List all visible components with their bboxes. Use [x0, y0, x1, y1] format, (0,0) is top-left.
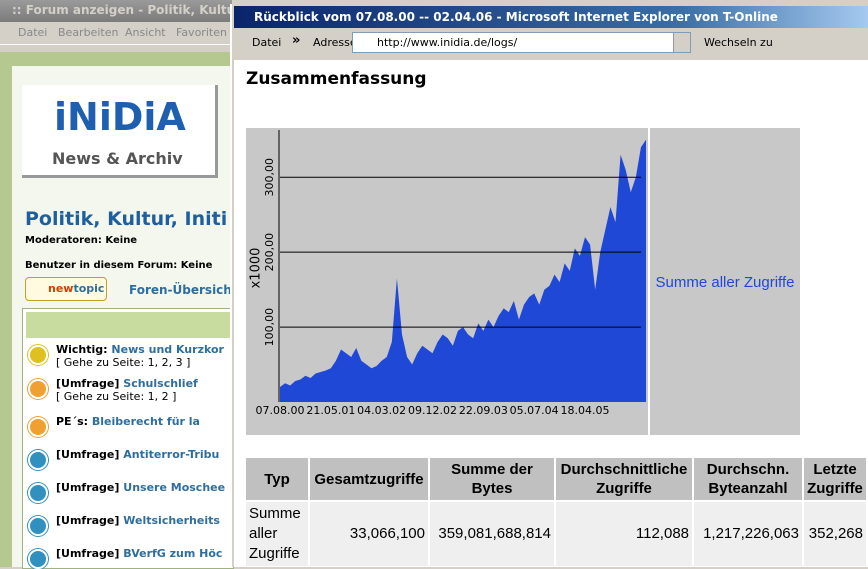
back-window: :: Forum anzeigen - Politik, Kultur, In … [0, 0, 234, 569]
topic-icon [28, 345, 48, 365]
dropdown[interactable] [673, 33, 690, 52]
header-cell: Gesamtzugriffe [310, 458, 428, 500]
header-row: Typ Gesamtzugriffe Summe der Bytes Durch… [246, 458, 866, 500]
topic-icon [28, 483, 48, 503]
menu-bar: Datei » [238, 31, 300, 55]
heading: Zusammenfassung [246, 69, 427, 89]
topic-prefix: [Umfrage] [56, 547, 120, 560]
x-tick-label: 21.05.01 [306, 404, 355, 417]
x-tick-label: 22.09.03 [459, 404, 508, 417]
y-axis-title: x1000 [249, 248, 264, 289]
topic-title[interactable]: Schulschlief [123, 377, 198, 390]
go-button[interactable]: Wechseln zu [704, 36, 773, 49]
topic-list [22, 308, 234, 569]
topic-prefix: Wichtig: [56, 343, 108, 356]
menu-item[interactable]: Datei [18, 26, 48, 39]
topic-pages[interactable]: [ Gehe zu Seite: 1, 2 ] [56, 390, 177, 403]
logo-box: iNiDiA News & Archiv [22, 85, 218, 178]
users: Benutzer in diesem Forum: Keine [25, 260, 213, 271]
topic-prefix: [Umfrage] [56, 514, 120, 527]
x-tick-label: 18.04.05 [561, 404, 610, 417]
list-header [26, 312, 233, 338]
address-box[interactable]: http://www.inidia.de/logs/ [352, 32, 691, 53]
topic-title[interactable]: Antiterror-Tribu [123, 448, 220, 461]
x-tick-label: 09.12.02 [408, 404, 457, 417]
topic: [Umfrage] Schulschlief [56, 377, 198, 390]
menu-bar: Datei Bearbeiten Ansicht Favoriten [0, 22, 232, 45]
cell: 1,217,226,063 [694, 502, 802, 566]
topic: [Umfrage] Antiterror-Tribu [56, 448, 219, 461]
y-tick-label: 300,00 [263, 158, 276, 197]
topic-icon [28, 379, 48, 399]
overview-link[interactable]: Foren-Übersich [129, 283, 232, 297]
y-tick-label: 100,00 [263, 308, 276, 347]
header-cell: Letzte Zugriffe [804, 458, 866, 500]
data-row: Summe aller Zugriffe 33,066,100 359,081,… [246, 502, 866, 566]
topic: Wichtig: News und Kurzkor [56, 343, 224, 356]
topic: PE´s: Bleiberecht für la [56, 415, 200, 428]
header-cell: Typ [246, 458, 308, 500]
topic: [Umfrage] Weltsicherheits [56, 514, 220, 527]
button-text: topic [73, 282, 105, 295]
new-topic-button[interactable]: newtopic [25, 277, 107, 301]
header-cell: Durchschnittliche Zugriffe [556, 458, 692, 500]
x-tick-label: 05.07.04 [510, 404, 559, 417]
cell: Summe aller Zugriffe [246, 502, 308, 566]
header-cell: Summe der Bytes [430, 458, 554, 500]
topic-prefix: [Umfrage] [56, 481, 120, 494]
menu-item[interactable]: Favoriten [176, 26, 227, 39]
cell: 112,088 [556, 502, 692, 566]
y-tick-label: 200,00 [263, 233, 276, 272]
cell: 352,268 [804, 502, 866, 566]
cell: 33,066,100 [310, 502, 428, 566]
topic: [Umfrage] BVerfG zum Höc [56, 547, 222, 560]
cell: 359,081,688,814 [430, 502, 554, 566]
chevron[interactable]: » [292, 33, 301, 48]
x-tick-label: 07.08.00 [256, 404, 305, 417]
x-tick-label: 04.03.02 [357, 404, 406, 417]
logo-subtitle: News & Archiv [52, 149, 183, 168]
topic-title[interactable]: News und Kurzkor [111, 343, 224, 356]
menu-item[interactable]: Datei [252, 36, 282, 49]
topic-title[interactable]: BVerfG zum Höc [123, 547, 223, 560]
logo[interactable]: iNiDiA [54, 95, 186, 139]
title-bar: Rückblick vom 07.08.00 -- 02.04.06 - Mic… [234, 6, 868, 28]
forum-title[interactable]: Politik, Kultur, Initi [25, 208, 228, 230]
legend-label: Summe aller Zugriffe [656, 274, 795, 291]
topic-prefix: [Umfrage] [56, 448, 120, 461]
menu-item[interactable]: Ansicht [125, 26, 166, 39]
topic-icon [28, 417, 48, 437]
topic-title[interactable]: Unsere Moschee [123, 481, 226, 494]
address-label: Adresse [313, 36, 357, 49]
topic-icon [28, 450, 48, 470]
topic-title[interactable]: Weltsicherheits [123, 514, 220, 527]
url: http://www.inidia.de/logs/ [377, 36, 518, 49]
menu-item[interactable]: Bearbeiten [58, 26, 119, 39]
moderators: Moderatoren: Keine [25, 235, 138, 246]
button-text: new [48, 282, 74, 295]
stats-table: Typ Gesamtzugriffe Summe der Bytes Durch… [244, 456, 868, 568]
topic-prefix: [Umfrage] [56, 377, 120, 390]
topic-prefix: PE´s: [56, 415, 89, 428]
area [280, 139, 646, 403]
title-bar: :: Forum anzeigen - Politik, Kultur, In [0, 0, 232, 22]
topic-icon [28, 516, 48, 536]
header-cell: Durchschn. Byteanzahl [694, 458, 802, 500]
topic-title[interactable]: Bleiberecht für la [91, 415, 200, 428]
topic-pages[interactable]: [ Gehe zu Seite: 1, 2, 3 ] [56, 356, 191, 369]
topic: [Umfrage] Unsere Moschee [56, 481, 225, 494]
